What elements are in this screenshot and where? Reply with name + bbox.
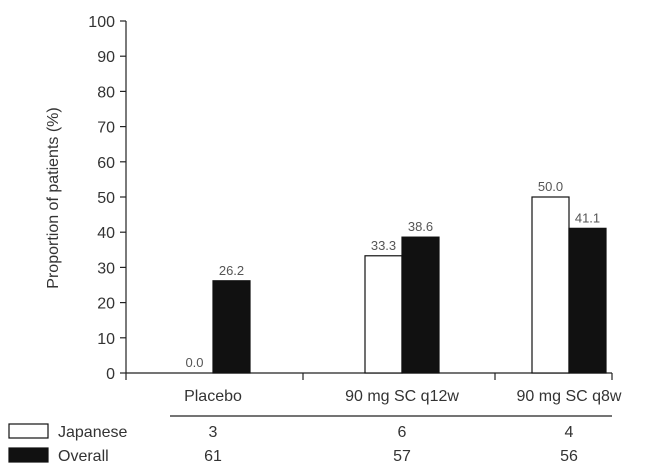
n-value-japanese-1: 3 [209,424,218,441]
n-value-japanese-2: 6 [398,424,407,441]
axes: 0 10 20 30 40 50 60 70 80 90 100 [88,14,613,383]
legend-label-japanese: Japanese [58,424,127,441]
data-label-japanese-2: 33.3 [371,238,396,253]
n-value-overall-1: 61 [204,448,222,465]
data-label-overall-1: 26.2 [219,263,244,278]
bar-japanese-2 [364,255,403,374]
y-tick-label: 0 [106,366,115,383]
y-axis-label: Proportion of patients (%) [45,107,62,288]
y-tick-label: 80 [97,84,115,101]
y-tick-label: 70 [97,120,115,137]
bar-overall-2 [401,236,440,374]
y-tick-label: 50 [97,190,115,207]
legend-swatch-japanese [8,423,49,439]
y-tick-label: 10 [97,331,115,348]
bars [212,196,607,374]
bar-overall-3 [568,227,607,374]
data-label-japanese-3: 50.0 [538,179,563,194]
bar-japanese-3 [531,196,570,374]
y-tick-label: 90 [97,49,115,66]
category-label: 90 mg SC q8w [517,388,622,405]
y-tick-label: 30 [97,260,115,277]
category-labels: Placebo 90 mg SC q12w 90 mg SC q8w [184,388,622,405]
y-tick-label: 60 [97,155,115,172]
legend-table: Japanese 3 6 4 Overall 61 57 56 [8,415,612,465]
data-label-japanese-1: 0.0 [185,355,203,370]
category-label: 90 mg SC q12w [345,388,459,405]
n-value-overall-2: 57 [393,448,411,465]
category-label: Placebo [184,388,242,405]
data-labels: 0.0 26.2 33.3 38.6 50.0 41.1 [185,179,600,370]
y-tick-label: 40 [97,225,115,242]
y-tick-label: 100 [88,14,115,31]
bar-overall-1 [212,280,251,374]
n-value-japanese-3: 4 [565,424,574,441]
y-tick-label: 20 [97,296,115,313]
data-label-overall-3: 41.1 [575,210,600,225]
legend-swatch-overall [8,447,49,463]
n-value-overall-3: 56 [560,448,578,465]
data-label-overall-2: 38.6 [408,219,433,234]
legend-label-overall: Overall [58,448,109,465]
